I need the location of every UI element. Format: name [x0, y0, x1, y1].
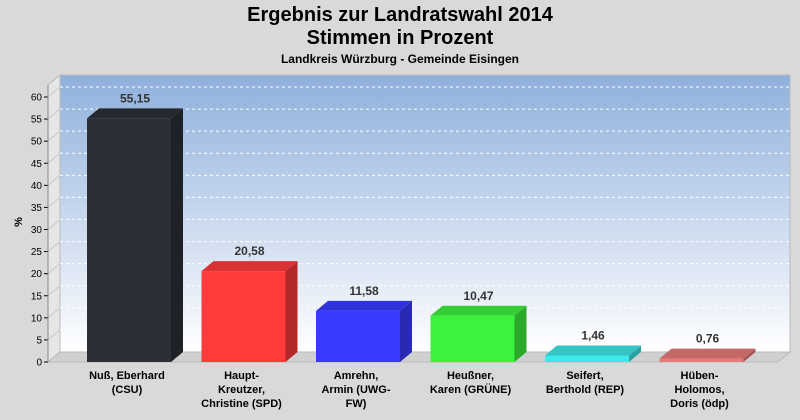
- category-label-line: (CSU): [112, 384, 143, 396]
- category-label-line: Kreutzer,: [218, 384, 265, 396]
- bar: [316, 300, 412, 362]
- gridline-side: [47, 130, 61, 142]
- gridline-side: [47, 219, 61, 230]
- y-tick-label: 45: [31, 159, 43, 170]
- gridline-side: [47, 307, 61, 319]
- y-axis: 0 5 10 15 20 25 30 35 40 45 50 55 60: [31, 85, 49, 369]
- y-tick-label: 50: [31, 137, 43, 148]
- bar-side: [743, 348, 756, 362]
- category-label-line: Heußner,: [447, 370, 494, 382]
- bar-top: [545, 345, 641, 356]
- bar-side: [629, 345, 641, 362]
- bar-side: [400, 300, 412, 362]
- bars: [87, 108, 756, 362]
- category-label-line: Haupt-: [224, 370, 259, 382]
- category-label-line: Armin (UWG-: [321, 384, 390, 396]
- y-tick-label: 35: [31, 203, 43, 214]
- bar-top: [87, 108, 183, 119]
- category-label-line: Holomos,: [674, 384, 724, 396]
- bar: [659, 348, 756, 362]
- value-label: 11,58: [349, 284, 379, 298]
- bar-front: [659, 358, 744, 362]
- category-label-line: Hüben-: [681, 370, 719, 382]
- gridline-side: [47, 285, 61, 297]
- bar-front: [201, 271, 286, 362]
- gridline-side: [47, 197, 61, 208]
- bar-front: [430, 315, 515, 362]
- category-label-line: Christine (SPD): [201, 398, 282, 410]
- value-label: 10,47: [463, 289, 493, 303]
- chart-title: Ergebnis zur Landratswahl 2014 Stimmen i…: [0, 4, 800, 50]
- bar: [545, 345, 641, 362]
- y-tick-label: 5: [36, 335, 42, 346]
- value-label: 55,15: [120, 91, 150, 105]
- y-tick-label: 25: [31, 247, 43, 258]
- y-tick-label: 0: [36, 358, 42, 369]
- bar-top: [201, 261, 298, 272]
- category-label: Heußner, Karen (GRÜNE): [430, 370, 512, 396]
- category-label: Haupt- Kreutzer, Christine (SPD): [201, 370, 282, 410]
- y-axis-label: %: [13, 217, 25, 227]
- gridline-side: [47, 174, 61, 186]
- chart-title-line1: Ergebnis zur Landratswahl 2014: [247, 4, 553, 26]
- category-label: Nuß, Eberhard (CSU): [89, 370, 165, 396]
- bar: [430, 305, 527, 362]
- gridline-side: [47, 263, 61, 275]
- gridline-side: [47, 86, 61, 98]
- bar-side: [171, 108, 183, 362]
- value-label: 20,58: [234, 244, 264, 258]
- bar-side: [285, 261, 298, 362]
- bar-front: [87, 118, 171, 362]
- chart-subtitle: Landkreis Würzburg - Gemeinde Eisingen: [280, 52, 520, 66]
- bar-side: [514, 305, 527, 362]
- category-label: Seifert, Berthold (REP): [546, 370, 625, 396]
- bar-top: [430, 305, 527, 316]
- category-label-line: Doris (ödp): [670, 398, 729, 410]
- value-label: 1,46: [581, 329, 605, 343]
- category-label: Amrehn, Armin (UWG- FW): [321, 370, 390, 410]
- y-tick-label: 15: [31, 291, 43, 302]
- y-tick-label: 55: [31, 115, 43, 126]
- y-tick-label: 40: [31, 181, 43, 192]
- category-label-line: Seifert,: [566, 370, 603, 382]
- category-label-line: FW): [346, 398, 367, 410]
- bar-top: [316, 300, 412, 311]
- value-label: 0,76: [696, 332, 720, 346]
- chart-title-line2: Stimmen in Prozent: [306, 27, 494, 49]
- category-label-line: Berthold (REP): [546, 384, 625, 396]
- category-label-line: Amrehn,: [334, 370, 379, 382]
- bar-top: [659, 348, 756, 359]
- y-tick-label: 60: [31, 93, 43, 104]
- y-tick-label: 30: [31, 225, 43, 236]
- y-tick-label: 10: [31, 313, 43, 324]
- category-label-line: Karen (GRÜNE): [430, 383, 512, 396]
- category-label: Hüben- Holomos, Doris (ödp): [670, 370, 729, 410]
- category-labels: Nuß, Eberhard (CSU) Haupt- Kreutzer, Christi…: [89, 370, 729, 410]
- gridline-side: [47, 108, 61, 120]
- gridline-side: [47, 241, 61, 252]
- gridline-side: [47, 329, 61, 341]
- gridline-side: [47, 152, 61, 164]
- bar: [201, 261, 298, 362]
- bar-front: [316, 310, 400, 362]
- category-label-line: Nuß, Eberhard: [89, 370, 165, 382]
- bar: [87, 108, 183, 362]
- bar-front: [545, 355, 629, 362]
- y-tick-label: 20: [31, 269, 43, 280]
- value-labels: 55,15 20,58 11,58 10,47 1,46 0,76: [120, 91, 720, 345]
